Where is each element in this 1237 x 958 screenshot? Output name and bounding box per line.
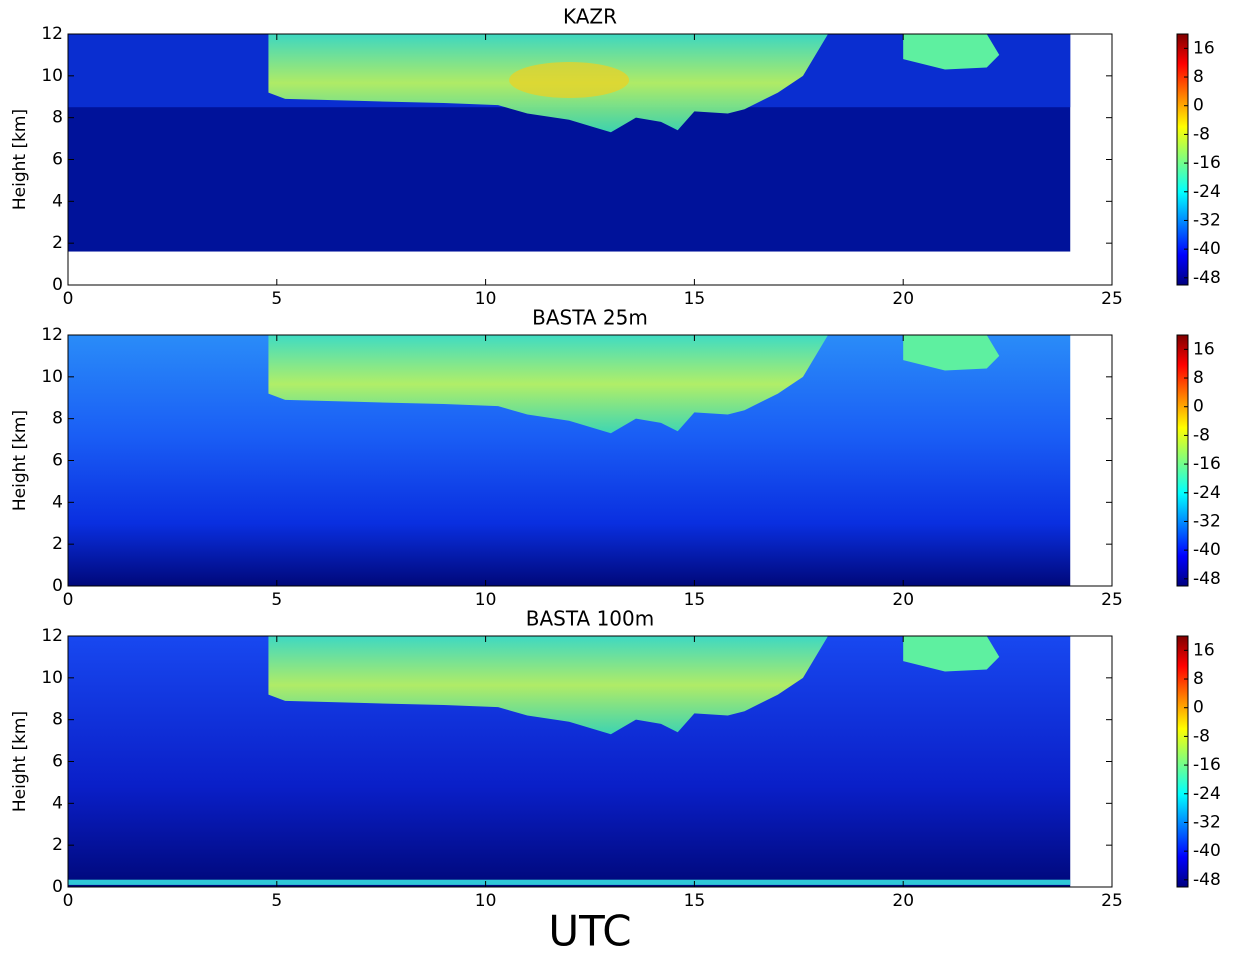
x-tick-label: 20: [892, 891, 914, 911]
y-tick-label: 0: [52, 275, 63, 295]
y-axis-label: Height [km]: [10, 109, 30, 210]
x-tick-label: 5: [271, 289, 282, 309]
y-tick-label: 10: [41, 668, 63, 688]
x-tick-label: 10: [475, 891, 497, 911]
colorbar-tick-label: -16: [1193, 153, 1221, 173]
surface-band: [68, 879, 1071, 885]
x-tick-label: 5: [271, 590, 282, 610]
x-tick-label: 0: [63, 891, 74, 911]
y-tick-label: 6: [52, 752, 63, 772]
x-axis-label: UTC: [548, 907, 631, 955]
colorbar-tick-label: -8: [1193, 726, 1210, 746]
colorbar-tick-label: 0: [1193, 698, 1204, 718]
colorbar-tick-label: -24: [1193, 483, 1221, 503]
y-tick-label: 10: [41, 367, 63, 387]
x-tick-label: 15: [684, 289, 706, 309]
y-tick-label: 8: [52, 710, 63, 730]
colorbar-tick-label: -32: [1193, 812, 1221, 832]
x-tick-label: 0: [63, 289, 74, 309]
colorbar-tick-label: -8: [1193, 425, 1210, 445]
colorbar-tick-label: -16: [1193, 454, 1221, 474]
y-axis-label: Height [km]: [10, 410, 30, 511]
cloud: [903, 636, 1000, 672]
colorbar-tick-label: -8: [1193, 124, 1210, 144]
y-tick-label: 4: [52, 793, 63, 813]
colorbar: [1176, 334, 1189, 587]
cloud: [903, 34, 1000, 70]
colorbar-tick-label: 16: [1193, 38, 1215, 58]
y-tick-label: 2: [52, 534, 63, 554]
colorbar-tick-label: -48: [1193, 870, 1221, 890]
y-tick-label: 8: [52, 409, 63, 429]
colorbar-tick-label: 0: [1193, 96, 1204, 116]
y-tick-label: 12: [41, 24, 63, 44]
x-tick-label: 25: [1101, 891, 1123, 911]
x-tick-label: 25: [1101, 590, 1123, 610]
colorbar-tick-label: 0: [1193, 397, 1204, 417]
colorbar-tick-label: -16: [1193, 755, 1221, 775]
y-tick-label: 2: [52, 835, 63, 855]
y-tick-label: 4: [52, 191, 63, 211]
colorbar-tick-label: -48: [1193, 569, 1221, 589]
colorbar-tick-label: -32: [1193, 210, 1221, 230]
colorbar-tick-label: -24: [1193, 182, 1221, 202]
colorbar-tick-label: -40: [1193, 841, 1221, 861]
x-tick-label: 5: [271, 891, 282, 911]
cloud: [268, 636, 829, 735]
colorbar: [1176, 33, 1189, 286]
cloud: [268, 335, 829, 434]
radar-image: [68, 335, 1071, 586]
x-tick-label: 20: [892, 590, 914, 610]
y-tick-label: 4: [52, 492, 63, 512]
colorbar-tick-label: 16: [1193, 640, 1215, 660]
radar-image: [68, 34, 1071, 252]
cloud: [903, 335, 1000, 371]
x-tick-label: 0: [63, 590, 74, 610]
y-tick-label: 2: [52, 233, 63, 253]
y-tick-label: 6: [52, 451, 63, 471]
panel-title: BASTA 25m: [532, 306, 648, 330]
panel-title: BASTA 100m: [526, 607, 654, 631]
colorbar-tick-label: -48: [1193, 268, 1221, 288]
x-tick-label: 10: [475, 289, 497, 309]
colorbar-tick-label: 8: [1193, 67, 1204, 87]
panel-title: KAZR: [563, 5, 617, 29]
x-tick-label: 25: [1101, 289, 1123, 309]
colorbar-tick-label: 16: [1193, 339, 1215, 359]
y-tick-label: 0: [52, 877, 63, 897]
colorbar-tick-label: 8: [1193, 368, 1204, 388]
y-tick-label: 10: [41, 66, 63, 86]
colorbar-tick-label: -40: [1193, 239, 1221, 259]
colorbar-tick-label: -40: [1193, 540, 1221, 560]
colorbar-tick-label: -32: [1193, 511, 1221, 531]
y-axis-label: Height [km]: [10, 711, 30, 812]
colorbar: [1176, 635, 1189, 888]
y-tick-label: 6: [52, 150, 63, 170]
y-tick-label: 0: [52, 576, 63, 596]
radar-image: [68, 636, 1071, 887]
x-tick-label: 20: [892, 289, 914, 309]
x-tick-label: 15: [684, 590, 706, 610]
colorbar-tick-label: 8: [1193, 669, 1204, 689]
y-tick-label: 8: [52, 108, 63, 128]
colorbar-tick-label: -24: [1193, 784, 1221, 804]
x-tick-label: 15: [684, 891, 706, 911]
y-tick-label: 12: [41, 626, 63, 646]
y-tick-label: 12: [41, 325, 63, 345]
cloud-core: [509, 62, 630, 99]
x-tick-label: 10: [475, 590, 497, 610]
